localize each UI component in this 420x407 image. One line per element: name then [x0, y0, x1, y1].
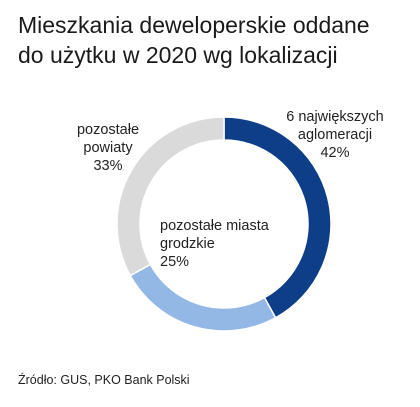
slice-label-powiaty-line-1: pozostałe: [76, 122, 140, 138]
slice-label-powiaty: pozostałe powiaty 33%: [58, 121, 158, 175]
slice-label-aglomeracje: 6 największych aglomeracji 42%: [270, 108, 400, 162]
chart-title: Mieszkania deweloperskie oddane do użytk…: [18, 10, 408, 70]
slice-value-miasta-grodzkie: 25%: [160, 254, 190, 270]
slice-label-aglomeracje-line-2: aglomeracji: [297, 127, 373, 143]
slice-value-powiaty: 33%: [93, 158, 123, 174]
donut-slice-miasta-grodzkie: [129, 263, 277, 332]
chart-title-line-2: do użytku w 2020 wg lokalizacji: [18, 42, 338, 68]
source-note: Źródło: GUS, PKO Bank Polski: [18, 373, 190, 387]
donut-slice-powiaty: [116, 116, 225, 277]
slice-value-aglomeracje: 42%: [320, 145, 350, 161]
slice-label-aglomeracje-line-1: 6 największych: [286, 109, 384, 125]
chart-title-line-1: Mieszkania deweloperskie oddane: [18, 12, 370, 38]
slice-label-miasta-grodzkie-line-2: grodzkie: [160, 236, 215, 252]
slice-label-miasta-grodzkie-line-1: pozostałe miasta: [160, 218, 269, 234]
slice-label-miasta-grodzkie: pozostałe miasta grodzkie 25%: [160, 217, 290, 271]
slice-label-powiaty-line-2: powiaty: [83, 140, 133, 156]
